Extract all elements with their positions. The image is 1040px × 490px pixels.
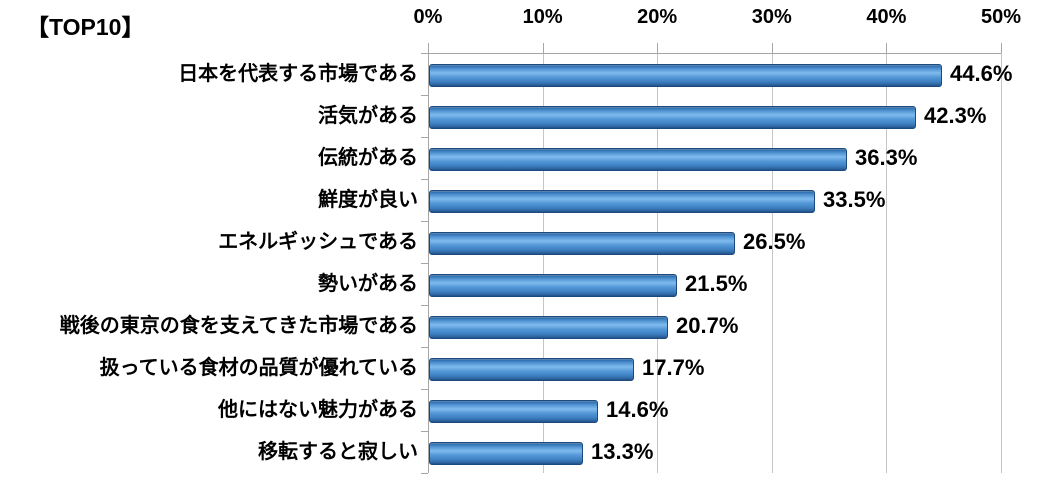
category-label: 伝統がある — [318, 147, 418, 169]
category-label: 扱っている食材の品質が優れている — [99, 357, 418, 379]
value-label: 44.6% — [950, 61, 1013, 86]
value-label: 21.5% — [685, 271, 748, 296]
bar — [429, 148, 847, 171]
value-label: 14.6% — [606, 397, 669, 422]
category-axis-tick-mark — [421, 95, 428, 96]
x-axis-tick-mark — [657, 43, 659, 53]
value-axis-line — [428, 53, 1001, 54]
bar — [429, 190, 815, 213]
category-axis-tick-mark — [421, 431, 428, 432]
category-axis-tick-mark — [421, 137, 428, 138]
bar — [429, 232, 735, 255]
category-label: 勢いがある — [318, 273, 418, 295]
gridline — [886, 53, 888, 473]
value-label: 20.7% — [676, 313, 739, 338]
x-axis-tick-label: 20% — [637, 6, 678, 28]
value-label: 33.5% — [823, 187, 886, 212]
bar — [429, 64, 942, 87]
gridline — [542, 53, 544, 473]
bar — [429, 106, 916, 129]
category-axis-tick-mark — [421, 473, 428, 474]
category-axis-tick-mark — [421, 263, 428, 264]
value-label: 36.3% — [855, 145, 918, 170]
category-axis-tick-mark — [421, 347, 428, 348]
value-label: 17.7% — [642, 355, 705, 380]
bar — [429, 274, 677, 297]
category-axis-line — [428, 53, 429, 473]
x-axis-tick-label: 30% — [751, 6, 792, 28]
bar — [429, 316, 668, 339]
value-label: 13.3% — [591, 439, 654, 464]
value-label: 42.3% — [924, 103, 987, 128]
x-axis-tick-label: 50% — [980, 6, 1022, 28]
bar — [429, 358, 634, 381]
category-axis-tick-mark — [421, 179, 428, 180]
gridline — [1001, 53, 1002, 473]
category-label: 活気がある — [318, 105, 418, 127]
bar — [429, 442, 583, 465]
x-axis-tick-mark — [886, 43, 888, 53]
category-label: 日本を代表する市場である — [178, 63, 418, 85]
category-axis-tick-mark — [421, 305, 428, 306]
category-axis-tick-mark — [421, 221, 428, 222]
x-axis-tick-mark — [428, 43, 429, 53]
category-axis-tick-mark — [421, 389, 428, 390]
x-axis-tick-label: 40% — [866, 6, 907, 28]
bar — [429, 400, 598, 423]
category-label: 鮮度が良い — [318, 189, 418, 211]
category-label: エネルギッシュである — [218, 231, 418, 253]
x-axis-tick-mark — [542, 43, 544, 53]
x-axis-tick-label: 10% — [522, 6, 563, 28]
gridline — [657, 53, 659, 473]
chart-title: 【TOP10】 — [26, 14, 145, 40]
x-axis-tick-label: 0% — [413, 6, 443, 28]
category-label: 移転すると寂しい — [258, 441, 418, 463]
x-axis-tick-mark — [1001, 43, 1002, 53]
category-label: 他にはない魅力がある — [218, 399, 418, 421]
category-axis-tick-mark — [421, 53, 428, 54]
category-label: 戦後の東京の食を支えてきた市場である — [59, 315, 418, 337]
value-label: 26.5% — [743, 229, 806, 254]
gridline — [771, 53, 773, 473]
x-axis-tick-mark — [771, 43, 773, 53]
